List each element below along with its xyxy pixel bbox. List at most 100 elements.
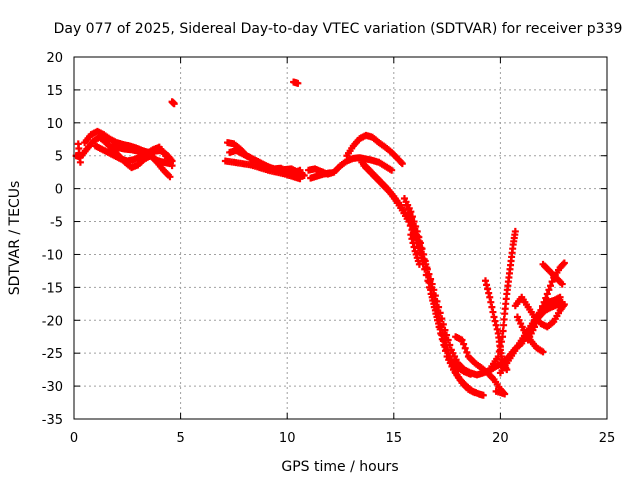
data-point <box>170 100 178 108</box>
y-tick-label: -5 <box>50 216 63 231</box>
series-s13 <box>343 131 406 168</box>
data-point <box>403 201 411 209</box>
y-tick-label: -25 <box>42 347 63 362</box>
data-point <box>300 171 308 179</box>
data-point <box>417 244 425 252</box>
data-point <box>540 298 548 306</box>
x-tick-label: 0 <box>70 431 78 446</box>
y-tick-label: -20 <box>42 314 63 329</box>
series-s7 <box>290 78 302 87</box>
y-tick-label: -10 <box>42 248 63 263</box>
data-point <box>388 166 396 174</box>
data-point <box>411 222 419 230</box>
series-s21 <box>488 227 519 370</box>
data-point <box>479 391 487 399</box>
axis-ticks: 0 5 10 15 20 25 -35 -30 -25 -20 -15 -10 -5 0 5 10 15 20 <box>42 51 616 446</box>
data-point <box>166 173 174 181</box>
chart-title: Day 077 of 2025, Sidereal Day-to-day VTE… <box>54 21 623 37</box>
data-point <box>412 227 420 235</box>
data-point <box>409 218 417 226</box>
data-point <box>460 340 468 348</box>
grid-lines <box>74 57 607 419</box>
data-point <box>425 278 433 286</box>
data-point <box>431 306 439 314</box>
data-point <box>438 331 446 339</box>
data-point <box>537 306 545 314</box>
data-point <box>458 336 466 344</box>
x-tick-label: 10 <box>279 431 296 446</box>
y-tick-label: 0 <box>55 183 63 198</box>
data-point <box>415 237 423 245</box>
data-point <box>547 282 555 290</box>
series-s11 <box>305 154 396 178</box>
data-point <box>422 264 430 272</box>
data-point <box>326 169 334 177</box>
data-point <box>430 300 438 308</box>
series-s24 <box>539 260 566 288</box>
data-point <box>407 213 415 221</box>
data-point <box>545 286 553 294</box>
x-tick-label: 25 <box>599 431 616 446</box>
data-point <box>535 311 543 319</box>
y-tick-label: -30 <box>42 380 63 395</box>
data-point <box>415 260 423 268</box>
data-point <box>461 344 469 352</box>
series-s6 <box>168 98 178 108</box>
data-points <box>72 78 568 399</box>
data-point <box>543 290 551 298</box>
y-tick-label: 20 <box>46 51 63 66</box>
data-point <box>433 313 441 321</box>
series-s15 <box>360 162 487 399</box>
data-point <box>542 294 550 302</box>
data-point <box>511 227 519 235</box>
x-tick-label: 15 <box>386 431 403 446</box>
data-point <box>492 387 500 395</box>
data-point <box>404 205 412 213</box>
series-s10 <box>221 157 304 183</box>
y-tick-label: -35 <box>42 413 63 428</box>
y-tick-label: 15 <box>46 84 63 99</box>
data-point <box>467 370 475 378</box>
data-point <box>463 348 471 356</box>
plot-frame <box>73 56 608 420</box>
data-point <box>539 302 547 310</box>
data-point <box>558 280 566 288</box>
data-point <box>439 337 447 345</box>
data-point <box>471 389 479 397</box>
data-point <box>406 209 414 217</box>
y-tick-label: -15 <box>42 281 63 296</box>
data-point <box>296 175 304 183</box>
data-point <box>531 323 539 331</box>
data-point <box>427 286 435 294</box>
data-point <box>539 348 547 356</box>
data-point <box>419 250 427 258</box>
data-point <box>296 166 304 174</box>
series-s4 <box>108 142 174 168</box>
series-s26 <box>513 313 547 356</box>
data-point <box>294 79 302 87</box>
data-point <box>423 271 431 279</box>
x-tick-label: 20 <box>492 431 509 446</box>
data-point <box>420 257 428 265</box>
data-point <box>560 300 568 308</box>
data-point <box>435 320 443 328</box>
x-axis-label: GPS time / hours <box>281 459 398 475</box>
y-tick-label: 5 <box>55 150 63 165</box>
series-s19 <box>452 333 509 398</box>
data-point <box>398 160 406 168</box>
series-s3 <box>91 142 176 170</box>
series-s5 <box>74 140 84 166</box>
series-s18 <box>407 231 423 268</box>
series-s12 <box>307 169 334 182</box>
y-axis-label: SDTVAR / TECUs <box>7 181 23 296</box>
data-point <box>548 278 556 286</box>
data-point <box>428 293 436 301</box>
y-tick-label: 10 <box>46 117 63 132</box>
data-point <box>166 160 174 168</box>
data-point <box>76 158 84 166</box>
x-tick-label: 5 <box>176 431 184 446</box>
data-point <box>414 232 422 240</box>
data-point <box>560 259 568 267</box>
series-s25 <box>511 293 568 331</box>
